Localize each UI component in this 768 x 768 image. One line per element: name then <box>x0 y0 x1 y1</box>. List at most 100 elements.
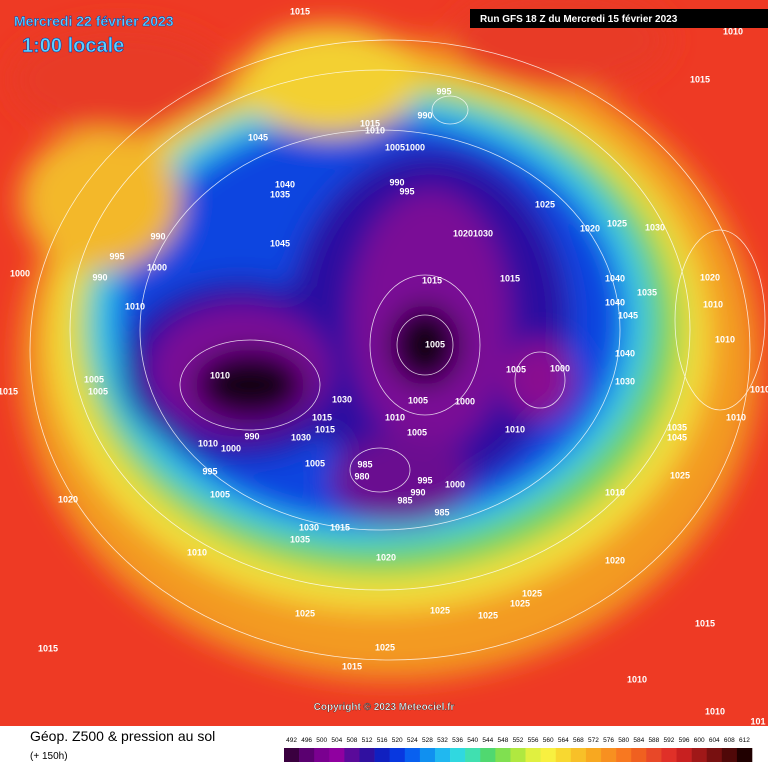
colorbar-swatch <box>419 748 436 762</box>
isobar-label: 1010 <box>605 487 625 497</box>
isobar-label: 1020 <box>58 494 78 504</box>
isobar-label: 1025 <box>478 610 498 620</box>
colorbar-swatch <box>706 748 723 762</box>
colorbar-swatch <box>510 748 526 762</box>
isobar-label: 995 <box>109 251 124 261</box>
isobar-label: 1030 <box>615 376 635 386</box>
isobar-label: 1030 <box>645 222 665 232</box>
colorbar-label: 540 <box>467 737 478 744</box>
isobar-label: 995 <box>436 86 451 96</box>
isobar-label: 1020 <box>580 223 600 233</box>
colorbar-label: 532 <box>437 737 448 744</box>
isobar-label: 1040 <box>275 179 295 189</box>
local-time: 1:00 locale <box>22 35 124 57</box>
isobar-label: 1000 <box>10 268 30 278</box>
colorbar-swatch <box>495 748 511 762</box>
colorbar-label: 612 <box>739 737 750 744</box>
isobar-label: 1025 <box>510 598 530 608</box>
colorbar-swatch <box>646 748 662 762</box>
isobar-label: 1015 <box>330 522 350 532</box>
colorbar-swatch <box>676 748 692 762</box>
isobar-label: 1015 <box>690 74 710 84</box>
colorbar-label: 544 <box>482 737 493 744</box>
isobar-label: 1010 <box>726 412 746 422</box>
colorbar-swatch <box>465 748 481 762</box>
isobar-label: 1040 <box>615 348 635 358</box>
isobar-label: 1030 <box>299 522 319 532</box>
field <box>0 0 768 726</box>
isobar-label: 1000 <box>147 262 167 272</box>
isobar-label: 1005 <box>408 395 428 405</box>
isobar-label: 1005 <box>425 339 445 349</box>
colorbar-label: 504 <box>331 737 342 744</box>
footer-title: Géop. Z500 & pression au sol <box>30 728 215 744</box>
isobar-label: 1000 <box>445 479 465 489</box>
run-box <box>470 9 768 28</box>
colorbar-label: 576 <box>603 737 614 744</box>
isobar-label: 1035 <box>270 189 290 199</box>
colorbar-label: 508 <box>347 737 358 744</box>
colorbar-swatch <box>299 748 315 762</box>
isobar-label: 1010 <box>723 26 743 36</box>
colorbar-swatch <box>721 748 738 762</box>
isobar-label: 1040 <box>605 273 625 283</box>
isobar-label: 1010 <box>703 299 723 309</box>
isobar-label: 1000 <box>221 443 241 453</box>
forecast-lead: (+ 150h) <box>30 751 68 762</box>
colorbar-label: 536 <box>452 737 463 744</box>
colorbar-swatch <box>601 748 617 762</box>
isobar-label: 1015 <box>695 618 715 628</box>
colorbar-label: 516 <box>377 737 388 744</box>
colorbar-label: 608 <box>724 737 735 744</box>
footer: Géop. Z500 & pression au sol (+ 150h) 49… <box>30 728 753 762</box>
isobar-label: 1015 <box>500 273 520 283</box>
isobar-label: 1035 <box>637 287 657 297</box>
isobar-label: 1035 <box>667 422 687 432</box>
isobar-label: 1015 <box>0 386 18 396</box>
isobar-label: 1005 <box>305 458 325 468</box>
run-info: Run GFS 18 Z du Mercredi 15 février 2023 <box>480 14 678 25</box>
isobar-label: 1010 <box>505 424 525 434</box>
isobar-label: 1020 <box>700 272 720 282</box>
colorbar-swatch <box>555 748 572 762</box>
isobar-label: 1010 <box>187 547 207 557</box>
colorbar-label: 560 <box>543 737 554 744</box>
isobar-label: 1025 <box>535 199 555 209</box>
colorbar-label: 520 <box>392 737 403 744</box>
isobar-label: 990 <box>244 431 259 441</box>
colorbar-swatch <box>389 748 406 762</box>
colorbar-swatch <box>314 748 330 762</box>
isobar-label: 1025 <box>375 642 395 652</box>
colorbar-swatch <box>736 748 753 762</box>
isobar-label: 1010 <box>715 334 735 344</box>
isobar-label: 1005 <box>84 374 104 384</box>
colorbar-label: 496 <box>301 737 312 744</box>
isobar-label: 990 <box>417 110 432 120</box>
isobar-label: 1015 <box>312 412 332 422</box>
isobar-label: 980 <box>354 471 369 481</box>
copyright: Copyright © 2023 Meteociel.fr <box>314 702 455 713</box>
isobar-label: 995 <box>202 466 217 476</box>
isobar-label: 1045 <box>270 238 290 248</box>
isobar-label: 1045 <box>618 310 638 320</box>
isobar-label: 1010 <box>125 301 145 311</box>
isobar-label: 1015 <box>290 6 310 16</box>
colorbar-label: 600 <box>694 737 705 744</box>
colorbar-label: 588 <box>648 737 659 744</box>
isobar-label: 1045 <box>248 132 268 142</box>
isobar-label: 1010 <box>198 438 218 448</box>
isobar-label: 1010 <box>210 370 230 380</box>
isobar-label: 1025 <box>670 470 690 480</box>
colorbar-swatch <box>344 748 360 762</box>
isobar-label: 1030 <box>291 432 311 442</box>
colorbar-swatch <box>404 748 421 762</box>
isobar-label: 1030 <box>332 394 352 404</box>
date: Mercredi 22 février 2023 <box>14 13 174 29</box>
colorbar-label: 500 <box>316 737 327 744</box>
colorbar-label: 564 <box>558 737 569 744</box>
isobar-label: 101 <box>750 716 765 726</box>
isobar-label: 990 <box>410 487 425 497</box>
colorbar-label: 580 <box>618 737 629 744</box>
colorbar-label: 596 <box>679 737 690 744</box>
